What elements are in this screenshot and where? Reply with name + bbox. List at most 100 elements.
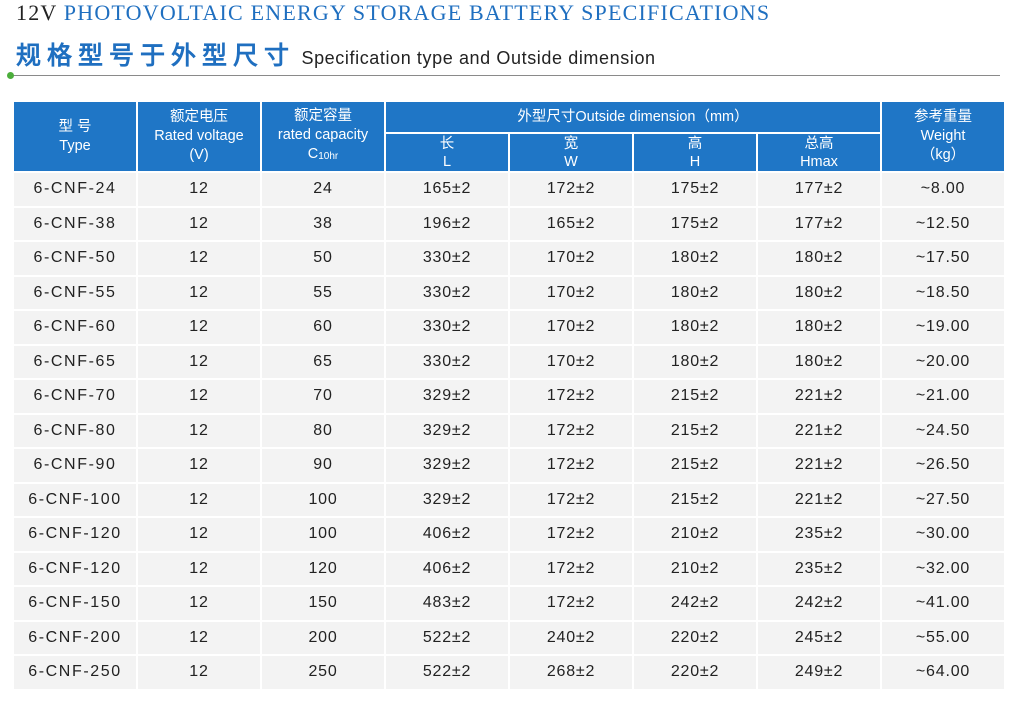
header-height-cn: 高 (687, 135, 703, 152)
cell-length: 329±2 (386, 414, 508, 447)
header-hmax: 总高 Hmax (758, 134, 880, 171)
cell-height: 180±2 (634, 311, 756, 344)
header-length-cn: 长 (439, 135, 455, 152)
header-voltage: 额定电压 Rated voltage (V) (138, 102, 260, 171)
cell-weight: ~12.50 (882, 207, 1004, 240)
cell-voltage: 12 (138, 311, 260, 344)
table-row: 6-CNF-38 12 38 196±2 165±2 175±2 177±2 ~12.50 (14, 207, 1004, 240)
header-width-en: W (564, 153, 578, 170)
header-weight-unit: （kg） (920, 147, 966, 163)
cell-capacity: 80 (262, 414, 384, 447)
cell-voltage: 12 (138, 276, 260, 309)
cell-hmax: 221±2 (758, 449, 880, 482)
title-text: PHOTOVOLTAIC ENERGY STORAGE BATTERY SPEC… (63, 0, 771, 25)
header-weight-cn: 参考重量 (914, 109, 972, 125)
cell-height: 210±2 (634, 552, 756, 585)
header-weight: 参考重量 Weight （kg） (882, 102, 1004, 171)
cell-weight: ~24.50 (882, 414, 1004, 447)
header-width: 宽 W (510, 134, 632, 171)
header-capacity-cn: 额定容量 (294, 108, 352, 124)
cell-hmax: 221±2 (758, 380, 880, 413)
header-capacity: 额定容量 rated capacity C10hr (262, 102, 384, 171)
header-voltage-en: Rated voltage (154, 128, 244, 144)
header-length-en: L (442, 153, 452, 170)
cell-length: 329±2 (386, 483, 508, 516)
cell-length: 522±2 (386, 656, 508, 689)
table-row: 6-CNF-200 12 200 522±2 240±2 220±2 245±2 ~55.00 (14, 621, 1004, 654)
cell-type: 6-CNF-50 (14, 242, 136, 275)
table-row: 6-CNF-90 12 90 329±2 172±2 215±2 221±2 ~26.50 (14, 449, 1004, 482)
capacity-unit-sub: 10hr (318, 151, 339, 162)
cell-capacity: 38 (262, 207, 384, 240)
title-prefix: 12V (16, 0, 58, 25)
cell-type: 6-CNF-150 (14, 587, 136, 620)
cell-hmax: 180±2 (758, 311, 880, 344)
cell-voltage: 12 (138, 207, 260, 240)
cell-width: 170±2 (510, 276, 632, 309)
cell-height: 180±2 (634, 276, 756, 309)
cell-height: 210±2 (634, 518, 756, 551)
header-height: 高 H (634, 134, 756, 171)
table-row: 6-CNF-65 12 65 330±2 170±2 180±2 180±2 ~20.00 (14, 345, 1004, 378)
cell-voltage: 12 (138, 552, 260, 585)
cell-width: 165±2 (510, 207, 632, 240)
cell-capacity: 250 (262, 656, 384, 689)
cell-weight: ~18.50 (882, 276, 1004, 309)
cell-hmax: 180±2 (758, 276, 880, 309)
cell-hmax: 177±2 (758, 173, 880, 206)
cell-type: 6-CNF-55 (14, 276, 136, 309)
cell-height: 175±2 (634, 207, 756, 240)
cell-type: 6-CNF-120 (14, 552, 136, 585)
divider-line (12, 75, 1000, 76)
cell-hmax: 221±2 (758, 414, 880, 447)
cell-weight: ~20.00 (882, 345, 1004, 378)
cell-voltage: 12 (138, 656, 260, 689)
cell-weight: ~55.00 (882, 621, 1004, 654)
table-row: 6-CNF-150 12 150 483±2 172±2 242±2 242±2 ~41.00 (14, 587, 1004, 620)
page-title: 12V PHOTOVOLTAIC ENERGY STORAGE BATTERY … (16, 0, 770, 26)
cell-length: 330±2 (386, 311, 508, 344)
cell-hmax: 180±2 (758, 345, 880, 378)
cell-weight: ~30.00 (882, 518, 1004, 551)
header-type-en: Type (59, 137, 91, 154)
cell-type: 6-CNF-250 (14, 656, 136, 689)
cell-width: 268±2 (510, 656, 632, 689)
header-voltage-cn: 额定电压 (170, 109, 228, 125)
cell-capacity: 50 (262, 242, 384, 275)
header-hmax-cn: 总高 (804, 135, 834, 152)
cell-type: 6-CNF-60 (14, 311, 136, 344)
cell-weight: ~21.00 (882, 380, 1004, 413)
cell-width: 170±2 (510, 345, 632, 378)
header-hmax-en: Hmax (800, 153, 838, 170)
cell-width: 172±2 (510, 587, 632, 620)
cell-width: 172±2 (510, 414, 632, 447)
cell-capacity: 55 (262, 276, 384, 309)
cell-capacity: 24 (262, 173, 384, 206)
table-row: 6-CNF-70 12 70 329±2 172±2 215±2 221±2 ~21.00 (14, 380, 1004, 413)
cell-weight: ~19.00 (882, 311, 1004, 344)
table-row: 6-CNF-80 12 80 329±2 172±2 215±2 221±2 ~24.50 (14, 414, 1004, 447)
cell-hmax: 242±2 (758, 587, 880, 620)
cell-length: 330±2 (386, 242, 508, 275)
cell-voltage: 12 (138, 483, 260, 516)
cell-capacity: 100 (262, 518, 384, 551)
cell-hmax: 249±2 (758, 656, 880, 689)
cell-capacity: 200 (262, 621, 384, 654)
green-dot-icon (7, 72, 14, 79)
cell-hmax: 177±2 (758, 207, 880, 240)
spec-table: 型 号 Type 额定电压 Rated voltage (V) 额定容量 rat… (12, 100, 1006, 691)
table-row: 6-CNF-250 12 250 522±2 268±2 220±2 249±2 ~64.00 (14, 656, 1004, 689)
cell-weight: ~17.50 (882, 242, 1004, 275)
cell-voltage: 12 (138, 380, 260, 413)
cell-type: 6-CNF-70 (14, 380, 136, 413)
cell-weight: ~64.00 (882, 656, 1004, 689)
cell-type: 6-CNF-200 (14, 621, 136, 654)
cell-width: 172±2 (510, 552, 632, 585)
cell-length: 329±2 (386, 380, 508, 413)
cell-width: 172±2 (510, 518, 632, 551)
cell-type: 6-CNF-65 (14, 345, 136, 378)
header-type: 型 号 Type (14, 102, 136, 171)
cell-type: 6-CNF-120 (14, 518, 136, 551)
cell-type: 6-CNF-38 (14, 207, 136, 240)
table-row: 6-CNF-60 12 60 330±2 170±2 180±2 180±2 ~19.00 (14, 311, 1004, 344)
